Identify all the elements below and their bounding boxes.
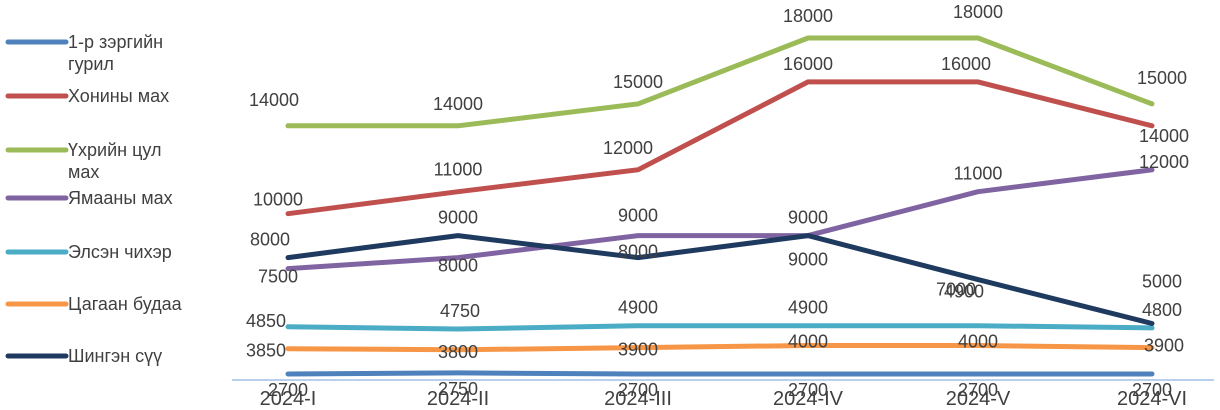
data-label: 4800: [1142, 300, 1182, 320]
legend-label: Элсэн чихэр: [68, 242, 172, 262]
data-label: 14000: [249, 90, 299, 110]
legend-label: Үхрийн цул мах: [68, 140, 162, 182]
x-tick-label: 2024-II: [427, 388, 489, 410]
data-label: 8000: [438, 256, 478, 276]
data-label: 10000: [253, 190, 303, 210]
data-label: 8000: [618, 242, 658, 262]
legend-label: Ямааны мах: [68, 188, 173, 208]
data-label: 3900: [1144, 336, 1184, 356]
data-label: 16000: [783, 54, 833, 74]
data-label: 4900: [618, 298, 658, 318]
data-label: 9000: [788, 250, 828, 270]
data-label: 7000: [936, 280, 976, 300]
data-label: 16000: [941, 54, 991, 74]
data-label: 3850: [246, 341, 286, 361]
x-tick-label: 2024-IV: [773, 388, 844, 410]
series-line-3: [285, 35, 1155, 129]
data-label: 4000: [958, 331, 998, 351]
x-tick-label: 2024-III: [604, 388, 672, 410]
data-label: 3800: [438, 342, 478, 362]
data-label: 4850: [246, 311, 286, 331]
legend-label: 1-р зэргийн гурил: [68, 32, 163, 74]
data-label: 11000: [954, 164, 1003, 184]
data-label: 15000: [1137, 68, 1187, 88]
data-label: 2750: [438, 379, 478, 399]
data-label: 12000: [603, 138, 653, 158]
data-label: 2700: [788, 380, 828, 400]
data-labels-layer: 2700 2750 2700 2700 2700 2700 10000 11000 12000 1…: [246, 2, 1189, 400]
data-label: 11000: [434, 160, 483, 180]
series-line-4: [285, 167, 1155, 272]
data-label: 3900: [618, 340, 658, 360]
x-tick-labels: 2024-I 2024-II 2024-III 2024-IV 2024-V 2024-V…: [260, 388, 1187, 410]
data-label: 2700: [268, 380, 308, 400]
data-label: 8000: [250, 230, 290, 250]
legend-label: Шингэн сүү: [68, 346, 162, 366]
x-tick-label: 2024-VI: [1117, 388, 1187, 410]
series-layer: [285, 35, 1155, 377]
data-label: 2700: [1132, 380, 1172, 400]
x-tick-label: 2024-I: [260, 388, 317, 410]
data-label: 9000: [788, 208, 828, 228]
data-label: 4900: [944, 282, 984, 302]
data-label: 9000: [618, 206, 658, 226]
data-label: 4000: [788, 331, 828, 351]
data-label: 12000: [1139, 152, 1189, 172]
series-line-7: [285, 233, 1155, 326]
data-label: 5000: [1142, 271, 1182, 291]
data-label: 9000: [438, 208, 478, 228]
x-tick-label: 2024-V: [946, 388, 1011, 410]
series-line-5: [285, 323, 1155, 332]
legend-label: Цагаан будаа: [68, 294, 183, 314]
series-line-1: [285, 370, 1155, 377]
data-label: 4900: [788, 298, 828, 318]
data-label: 15000: [613, 72, 663, 92]
legend: 1-р зэргийн гурил Хонины мах Үхрийн цул мах Я…: [5, 32, 183, 366]
data-label: 2700: [958, 380, 998, 400]
series-line-2: [285, 79, 1155, 217]
data-label: 18000: [953, 2, 1003, 22]
legend-label: Хонины мах: [68, 86, 169, 106]
data-label: 14000: [1139, 126, 1189, 146]
data-label: 2700: [618, 380, 658, 400]
data-label: 7500: [258, 267, 298, 287]
data-label: 4750: [440, 301, 480, 321]
data-label: 18000: [783, 6, 833, 26]
data-label: 14000: [433, 94, 483, 114]
series-line-6: [285, 343, 1155, 353]
